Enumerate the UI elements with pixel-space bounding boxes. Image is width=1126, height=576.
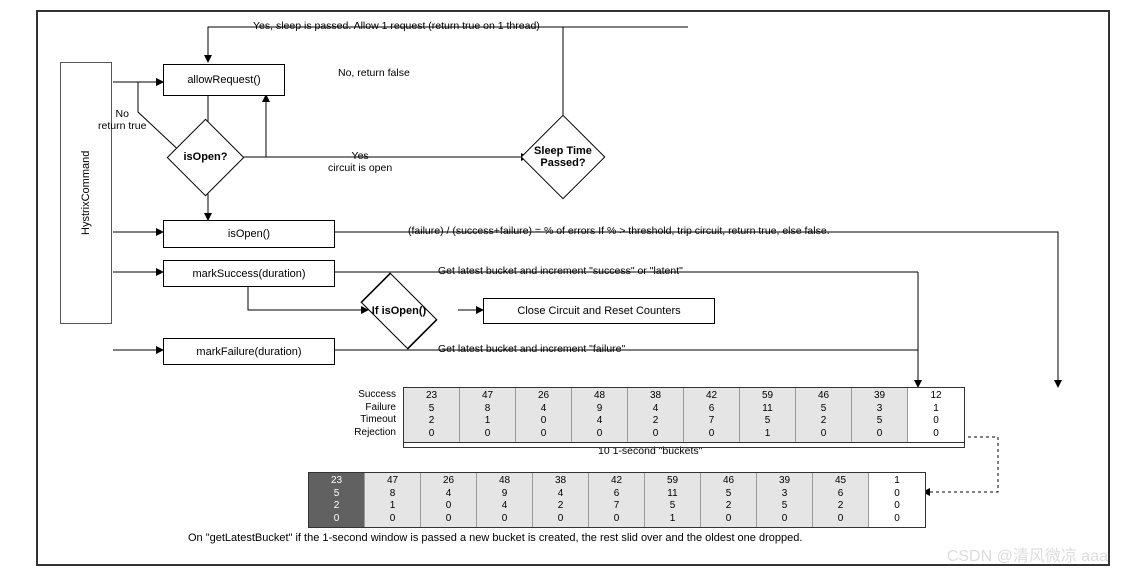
sleep-time-decision: Sleep Time Passed? xyxy=(533,127,593,187)
bucket-cell: 23520 xyxy=(309,473,365,527)
bucket-cell: 48940 xyxy=(572,388,628,442)
is-open-decision: isOpen? xyxy=(178,130,233,185)
no-return-true-label: No return true xyxy=(98,108,146,132)
is-open-box: isOpen() xyxy=(163,220,335,248)
is-open-box-label: isOpen() xyxy=(228,228,270,240)
allow-request-box: allowRequest() xyxy=(163,64,285,96)
bucket-table-2: 2352047810264004894038420426705911514652… xyxy=(308,472,926,528)
bucket-cell: 47810 xyxy=(460,388,516,442)
hystrix-command-label: HystrixCommand xyxy=(80,151,92,235)
allow-request-label: allowRequest() xyxy=(187,74,260,86)
if-is-open-label: If isOpen() xyxy=(360,290,438,332)
if-is-open-decision: If isOpen() xyxy=(378,290,420,332)
yes-circuit-open-label: Yes circuit is open xyxy=(328,150,392,174)
bottom-note: On "getLatestBucket" if the 1-second win… xyxy=(188,532,802,544)
bucket-cell: 38420 xyxy=(628,388,684,442)
success-explain-label: Get latest bucket and increment "success… xyxy=(438,265,683,277)
bucket-cell: 39350 xyxy=(757,473,813,527)
bucket-cell: 1000 xyxy=(869,473,925,527)
bucket-cell: 12100 xyxy=(908,388,964,442)
no-return-false-label: No, return false xyxy=(338,67,410,79)
bucket-cell: 42670 xyxy=(589,473,645,527)
bucket-cell: 45620 xyxy=(813,473,869,527)
row-label-rejection: Rejection xyxy=(338,427,396,440)
bucket-cell: 38420 xyxy=(533,473,589,527)
bucket-cell: 42670 xyxy=(684,388,740,442)
bucket-cell: 47810 xyxy=(365,473,421,527)
row-label-timeout: Timeout xyxy=(338,414,396,427)
mark-failure-box: markFailure(duration) xyxy=(163,338,335,365)
failure-explain-label: Get latest bucket and increment "failure… xyxy=(438,343,625,355)
bucket-cell: 591151 xyxy=(740,388,796,442)
close-circuit-box: Close Circuit and Reset Counters xyxy=(483,298,715,324)
row-label-failure: Failure xyxy=(338,402,396,415)
bucket-cell: 23520 xyxy=(404,388,460,442)
bucket-cell: 26400 xyxy=(516,388,572,442)
top-edge-label: Yes, sleep is passed. Allow 1 request (r… xyxy=(253,20,540,32)
is-open-decision-label: isOpen? xyxy=(178,130,233,185)
sleep-time-label: Sleep Time Passed? xyxy=(533,127,593,187)
bucket-row-labels: Success Failure Timeout Rejection xyxy=(338,389,396,439)
bucket-cell: 48940 xyxy=(477,473,533,527)
mark-success-label: markSuccess(duration) xyxy=(192,268,305,280)
close-circuit-label: Close Circuit and Reset Counters xyxy=(517,305,680,317)
bucket-bracket xyxy=(403,439,965,448)
is-open-explain-label: (failure) / (success+failure) = % of err… xyxy=(408,225,830,237)
mark-failure-label: markFailure(duration) xyxy=(196,346,301,358)
bucket-cell: 46520 xyxy=(701,473,757,527)
bucket-table-1: 2352047810264004894038420426705911514652… xyxy=(403,387,965,443)
watermark: CSDN @清风微凉 aaa xyxy=(947,542,1108,566)
row-label-success: Success xyxy=(338,389,396,402)
mark-success-box: markSuccess(duration) xyxy=(163,260,335,287)
bucket-cell: 26400 xyxy=(421,473,477,527)
bucket-cell: 39350 xyxy=(852,388,908,442)
bucket-cell: 591151 xyxy=(645,473,701,527)
bucket-cell: 46520 xyxy=(796,388,852,442)
hystrix-command-box: HystrixCommand xyxy=(60,62,112,324)
diagram-canvas: HystrixCommand allowRequest() isOpen? Sl… xyxy=(36,10,1110,566)
